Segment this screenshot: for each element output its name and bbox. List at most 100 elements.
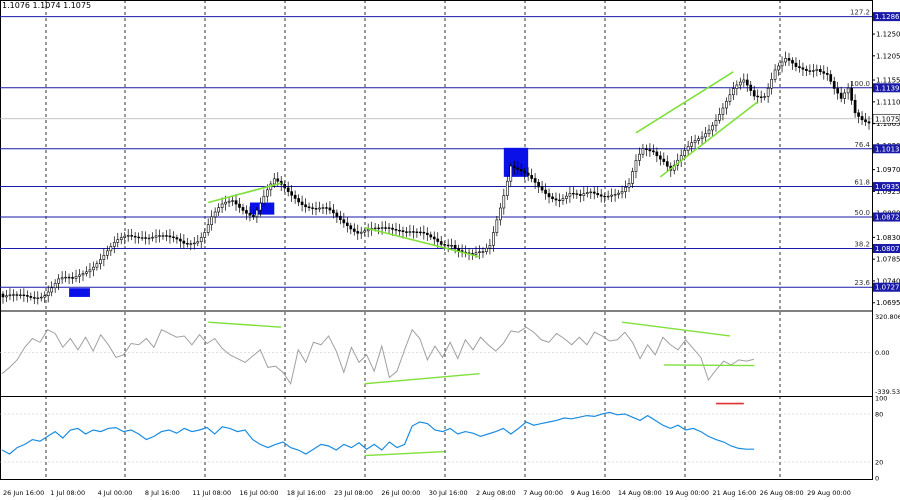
- price-trend-line: [207, 182, 282, 204]
- candle-body: [283, 183, 287, 189]
- candle-body: [519, 169, 523, 172]
- candle-body: [95, 263, 99, 268]
- candle-body: [231, 200, 234, 202]
- candle-body: [116, 239, 120, 243]
- candle-body: [728, 94, 732, 102]
- candle-body: [780, 61, 784, 67]
- candle-body: [721, 107, 725, 115]
- candle-body: [366, 229, 370, 232]
- candle-body: [759, 96, 763, 98]
- ohlc-header: 1.1076 1.1074 1.1075: [2, 1, 92, 10]
- x-axis-label: 23 Jul 08:00: [334, 489, 373, 497]
- price-tick-label: 1.1110: [876, 98, 900, 106]
- candle-body: [36, 297, 40, 299]
- fib-price-label: 1.0872: [875, 214, 900, 222]
- candle-body: [526, 172, 530, 176]
- candle-body: [652, 150, 655, 153]
- price-tick-label: 1.0695: [876, 299, 900, 307]
- candle-body: [419, 231, 422, 234]
- fib-price-tag: [873, 144, 900, 154]
- candle-body: [126, 235, 130, 237]
- candle-body: [572, 192, 575, 195]
- candle-body: [154, 235, 158, 238]
- candle-body: [798, 66, 801, 69]
- candle-body: [457, 248, 460, 251]
- candle-body: [648, 149, 652, 152]
- candle-body: [815, 69, 819, 71]
- candle-body: [544, 189, 547, 194]
- candle-body: [450, 245, 453, 247]
- candle-body: [168, 235, 172, 238]
- candle-body: [220, 203, 224, 208]
- candle-body: [206, 224, 210, 233]
- candle-body: [568, 192, 572, 197]
- rsi-tick-label: 20: [875, 459, 883, 467]
- candle-body: [749, 84, 753, 91]
- candle-body: [158, 235, 161, 237]
- price-tick-label: 1.1065: [876, 120, 900, 128]
- candle-body: [617, 192, 620, 195]
- cci-trend-line: [208, 321, 282, 328]
- x-axis-label: 16 Jul 00:00: [240, 489, 279, 497]
- candle-body: [224, 201, 227, 205]
- candle-body: [704, 133, 707, 138]
- candle-body: [655, 151, 659, 157]
- cci-top-label: 320.8062: [875, 313, 900, 321]
- candle-body: [387, 227, 391, 229]
- candle-body: [241, 207, 245, 211]
- candle-body: [610, 194, 613, 197]
- candle-body: [485, 247, 488, 252]
- candle-body: [151, 236, 154, 239]
- candle-body: [192, 242, 196, 245]
- candle-body: [81, 273, 85, 276]
- candle-body: [57, 278, 60, 284]
- fib-price-label: 1.0727: [875, 284, 900, 292]
- candle-body: [700, 136, 704, 139]
- candle-body: [119, 237, 123, 240]
- candle-body: [99, 259, 102, 265]
- candle-body: [293, 194, 297, 199]
- candle-body: [836, 88, 840, 94]
- candle-body: [398, 229, 401, 232]
- candle-body: [248, 212, 252, 216]
- candle-body: [756, 95, 760, 98]
- candle-body: [537, 182, 540, 188]
- candle-body: [446, 244, 450, 247]
- candle-body: [763, 96, 767, 98]
- candle-body: [105, 250, 109, 256]
- candle-body: [860, 116, 864, 121]
- candle-body: [92, 266, 95, 271]
- candle-body: [401, 230, 405, 233]
- candle-body: [499, 207, 502, 221]
- candle-body: [304, 204, 307, 208]
- candle-body: [620, 191, 624, 194]
- candle-body: [199, 237, 203, 242]
- fib-level-pct: 127.2: [850, 9, 870, 17]
- candle-body: [203, 232, 207, 238]
- fib-level-pct: 38.2: [854, 241, 870, 249]
- candle-body: [585, 192, 589, 194]
- candle-body: [825, 73, 829, 75]
- candle-body: [363, 230, 367, 233]
- candle-body: [474, 252, 478, 255]
- candle-body: [147, 237, 151, 240]
- candle-body: [161, 235, 165, 237]
- candle-body: [812, 70, 815, 72]
- candle-body: [384, 227, 387, 229]
- candle-body: [432, 236, 436, 240]
- candle-body: [19, 294, 22, 297]
- candle-body: [752, 90, 756, 97]
- candle-body: [523, 170, 527, 174]
- candle-body: [850, 87, 853, 101]
- candle-body: [112, 242, 116, 247]
- candle-body: [185, 243, 189, 245]
- candle-body: [109, 246, 113, 252]
- candle-body: [589, 191, 593, 194]
- candle-body: [732, 88, 735, 96]
- candle-body: [245, 210, 248, 214]
- x-axis-label: 21 Aug 16:00: [713, 489, 757, 497]
- candle-body: [5, 295, 8, 298]
- candle-body: [711, 125, 714, 131]
- candle-body: [182, 240, 186, 244]
